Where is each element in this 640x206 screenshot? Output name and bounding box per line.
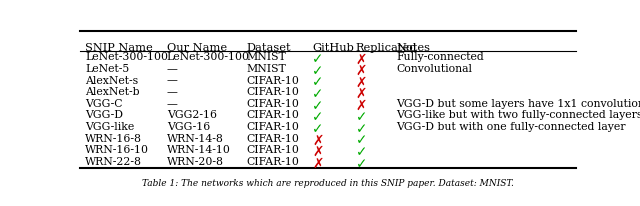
Text: —: — [167,64,178,74]
Text: AlexNet-b: AlexNet-b [85,87,140,97]
Text: MNIST: MNIST [246,64,286,74]
Text: CIFAR-10: CIFAR-10 [246,76,299,86]
Text: MNIST: MNIST [246,53,286,62]
Text: VGG2-16: VGG2-16 [167,110,217,120]
Text: ✓: ✓ [356,133,367,147]
Text: ✗: ✗ [356,53,367,67]
Text: Fully-connected: Fully-connected [396,53,484,62]
Text: —: — [167,87,178,97]
Text: LeNet-300-100: LeNet-300-100 [167,53,250,62]
Text: CIFAR-10: CIFAR-10 [246,145,299,155]
Text: ✓: ✓ [312,64,324,78]
Text: CIFAR-10: CIFAR-10 [246,133,299,144]
Text: ✓: ✓ [312,53,324,67]
Text: CIFAR-10: CIFAR-10 [246,157,299,167]
Text: WRN-14-8: WRN-14-8 [167,133,223,144]
Text: VGG-like: VGG-like [85,122,134,132]
Text: ✓: ✓ [312,87,324,101]
Text: LeNet-300-100: LeNet-300-100 [85,53,168,62]
Text: LeNet-5: LeNet-5 [85,64,129,74]
Text: VGG-D but some layers have 1x1 convolutions: VGG-D but some layers have 1x1 convoluti… [396,99,640,109]
Text: —: — [167,76,178,86]
Text: ✓: ✓ [312,99,324,113]
Text: AlexNet-s: AlexNet-s [85,76,138,86]
Text: ✗: ✗ [312,157,324,171]
Text: ✓: ✓ [356,110,367,124]
Text: CIFAR-10: CIFAR-10 [246,99,299,109]
Text: ✗: ✗ [356,64,367,78]
Text: ✓: ✓ [312,110,324,124]
Text: Notes: Notes [396,43,431,53]
Text: WRN-20-8: WRN-20-8 [167,157,224,167]
Text: VGG-C: VGG-C [85,99,122,109]
Text: ✗: ✗ [312,133,324,147]
Text: ✓: ✓ [312,122,324,136]
Text: VGG-like but with two fully-connected layers: VGG-like but with two fully-connected la… [396,110,640,120]
Text: ✓: ✓ [312,76,324,90]
Text: WRN-16-10: WRN-16-10 [85,145,149,155]
Text: CIFAR-10: CIFAR-10 [246,122,299,132]
Text: ✓: ✓ [356,145,367,159]
Text: Our Name: Our Name [167,43,227,53]
Text: CIFAR-10: CIFAR-10 [246,87,299,97]
Text: SNIP Name: SNIP Name [85,43,153,53]
Text: WRN-14-10: WRN-14-10 [167,145,230,155]
Text: ✓: ✓ [356,122,367,136]
Text: VGG-D: VGG-D [85,110,123,120]
Text: CIFAR-10: CIFAR-10 [246,110,299,120]
Text: ✗: ✗ [356,76,367,90]
Text: ✓: ✓ [356,157,367,171]
Text: Replicated: Replicated [355,43,417,53]
Text: GitHub: GitHub [312,43,354,53]
Text: WRN-16-8: WRN-16-8 [85,133,142,144]
Text: VGG-16: VGG-16 [167,122,210,132]
Text: —: — [167,99,178,109]
Text: ✗: ✗ [312,145,324,159]
Text: VGG-D but with one fully-connected layer: VGG-D but with one fully-connected layer [396,122,626,132]
Text: WRN-22-8: WRN-22-8 [85,157,142,167]
Text: Convolutional: Convolutional [396,64,472,74]
Text: ✗: ✗ [356,99,367,113]
Text: Dataset: Dataset [246,43,291,53]
Text: ✗: ✗ [356,87,367,101]
Text: Table 1: The networks which are reproduced in this SNIP paper. Dataset: MNIST.: Table 1: The networks which are reproduc… [142,179,514,188]
